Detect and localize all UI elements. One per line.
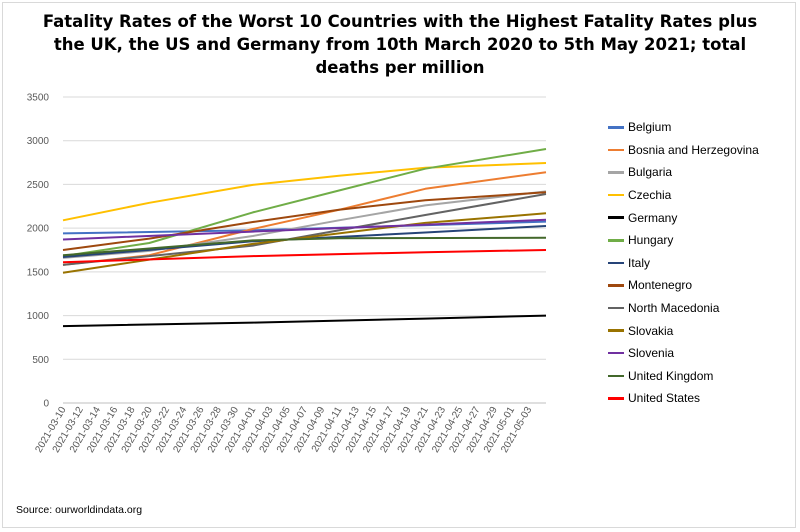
series-line-slovakia bbox=[62, 212, 547, 274]
legend-swatch bbox=[608, 239, 624, 242]
chart-title-line-1: Fatality Rates of the Worst 10 Countries… bbox=[42, 12, 758, 31]
legend-item-slovenia: Slovenia bbox=[608, 342, 759, 365]
series-line-north-macedonia bbox=[62, 193, 547, 266]
legend-swatch bbox=[608, 374, 624, 378]
legend-label: Slovenia bbox=[628, 346, 675, 361]
legend-item-united-kingdom: United Kingdom bbox=[608, 365, 759, 388]
chart-title-line-2: the UK, the US and Germany from 10th Mar… bbox=[53, 35, 747, 54]
legend: Belgium Bosnia and Herzegovina Bulgaria Cze… bbox=[608, 116, 759, 410]
legend-item-bulgaria: Bulgaria bbox=[608, 161, 759, 184]
y-axis-ticks: 0 500 1000 1500 2000 2500 3000 3500 bbox=[27, 93, 50, 410]
y-tick-label: 500 bbox=[32, 355, 49, 366]
legend-item-montenegro: Montenegro bbox=[608, 274, 759, 297]
series-line-slovenia bbox=[62, 218, 547, 241]
legend-item-bosnia-and-herzegovina: Bosnia and Herzegovina bbox=[608, 139, 759, 162]
legend-swatch bbox=[608, 306, 624, 310]
legend-label: Slovakia bbox=[628, 323, 674, 338]
legend-swatch bbox=[608, 148, 624, 152]
series-lines bbox=[62, 148, 547, 328]
legend-item-north-macedonia: North Macedonia bbox=[608, 297, 759, 320]
y-tick-label: 3500 bbox=[27, 93, 50, 104]
legend-item-belgium: Belgium bbox=[608, 116, 759, 139]
series-line-hungary bbox=[62, 148, 547, 258]
legend-item-slovakia: Slovakia bbox=[608, 319, 759, 342]
series-line-united-kingdom bbox=[62, 236, 547, 257]
legend-swatch bbox=[608, 397, 624, 400]
legend-item-italy: Italy bbox=[608, 252, 759, 275]
legend-label: Montenegro bbox=[628, 278, 693, 293]
legend-swatch bbox=[608, 216, 624, 219]
legend-swatch bbox=[608, 261, 624, 265]
legend-label: North Macedonia bbox=[628, 301, 720, 316]
legend-label: Hungary bbox=[628, 233, 674, 248]
legend-label: United States bbox=[628, 391, 701, 406]
series-line-montenegro bbox=[62, 191, 547, 251]
legend-swatch bbox=[608, 329, 624, 332]
series-line-united-states bbox=[62, 249, 547, 264]
series-line-germany bbox=[62, 314, 547, 328]
legend-item-czechia: Czechia bbox=[608, 184, 759, 207]
legend-label: Italy bbox=[628, 255, 651, 270]
y-tick-label: 0 bbox=[43, 399, 49, 410]
series-line-italy bbox=[62, 225, 547, 258]
legend-item-united-states: United States bbox=[608, 387, 759, 410]
legend-swatch bbox=[608, 284, 624, 287]
legend-label: United Kingdom bbox=[628, 368, 714, 383]
source-note: Source: ourworldindata.org bbox=[16, 504, 143, 516]
legend-label: Bosnia and Herzegovina bbox=[628, 142, 759, 157]
series-line-bulgaria bbox=[62, 190, 547, 259]
legend-label: Czechia bbox=[628, 188, 672, 203]
legend-item-hungary: Hungary bbox=[608, 229, 759, 252]
series-line-czechia bbox=[62, 162, 547, 222]
legend-swatch bbox=[608, 193, 624, 197]
y-tick-label: 1000 bbox=[27, 311, 50, 322]
chart-title: Fatality Rates of the Worst 10 Countries… bbox=[0, 10, 800, 79]
legend-label: Germany bbox=[628, 210, 678, 225]
legend-swatch bbox=[608, 351, 624, 355]
y-tick-label: 1500 bbox=[27, 267, 50, 278]
chart-title-line-3: deaths per million bbox=[315, 58, 485, 77]
y-tick-label: 2500 bbox=[27, 180, 50, 191]
legend-label: Bulgaria bbox=[628, 165, 673, 180]
legend-item-germany: Germany bbox=[608, 206, 759, 229]
y-tick-label: 3000 bbox=[27, 136, 50, 147]
x-axis-ticks: 2021-03-102021-03-122021-03-142021-03-16… bbox=[33, 405, 534, 455]
legend-swatch bbox=[608, 171, 624, 174]
legend-label: Belgium bbox=[628, 120, 672, 135]
legend-swatch bbox=[608, 126, 624, 129]
y-tick-label: 2000 bbox=[27, 224, 50, 235]
